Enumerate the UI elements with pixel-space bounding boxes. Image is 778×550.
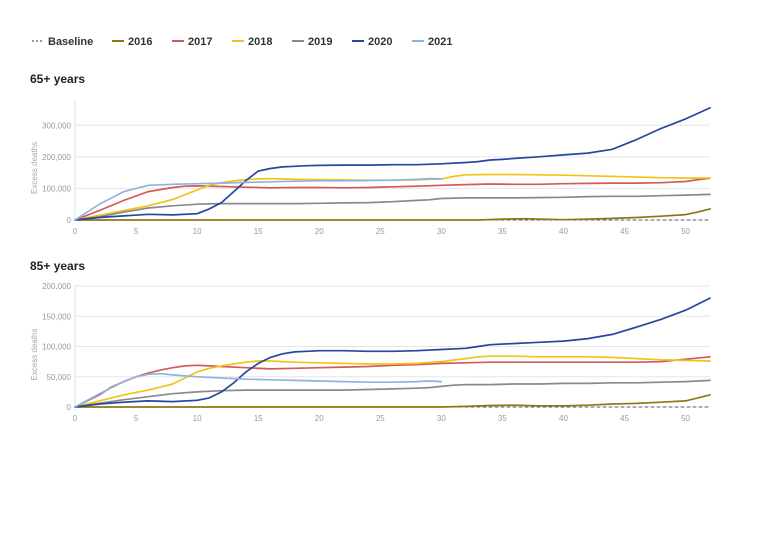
series-line-2020 bbox=[74, 107, 711, 221]
series-line-2020 bbox=[74, 297, 711, 408]
legend-item-2020: 2020 bbox=[352, 36, 392, 48]
series-lines bbox=[74, 107, 711, 221]
x-tick-label: 20 bbox=[315, 227, 324, 236]
y-tick-label: 50,000 bbox=[47, 373, 72, 382]
y-tick-label: 300,000 bbox=[42, 121, 71, 130]
x-tick-label: 40 bbox=[559, 414, 568, 423]
x-tick-label: 35 bbox=[498, 227, 507, 236]
y-tick-label: 200,000 bbox=[42, 153, 71, 162]
legend-item-2017: 2017 bbox=[172, 36, 212, 48]
series-line-2017 bbox=[74, 355, 711, 408]
legend-label: 2019 bbox=[308, 36, 332, 48]
legend-item-2016: 2016 bbox=[112, 36, 152, 48]
series-lines bbox=[74, 297, 711, 408]
x-tick-label: 25 bbox=[376, 227, 385, 236]
x-tick-label: 5 bbox=[134, 227, 139, 236]
legend-item-2019: 2019 bbox=[292, 36, 332, 48]
chart-panel-85: 0 50,000 100,000 150,000 200,000 0 5 10 15 20 25 30… bbox=[30, 282, 711, 423]
x-tick-label: 10 bbox=[193, 227, 202, 236]
legend-label: 2017 bbox=[188, 36, 212, 48]
x-tick-label: 50 bbox=[681, 227, 690, 236]
y-axis-title: Excess deaths bbox=[30, 142, 39, 194]
legend-label: 2021 bbox=[428, 36, 452, 48]
chart-legend: Baseline 2016 2017 2018 2019 2020 2021 bbox=[32, 36, 452, 48]
y-tick-label: 0 bbox=[67, 403, 72, 412]
panel-title-85: 85+ years bbox=[30, 259, 85, 273]
x-tick-label: 0 bbox=[73, 414, 78, 423]
x-tick-label: 15 bbox=[254, 227, 263, 236]
x-tick-label: 20 bbox=[315, 414, 324, 423]
series-line-2019 bbox=[74, 193, 711, 221]
gridlines bbox=[75, 285, 710, 378]
series-line-2021 bbox=[74, 177, 443, 221]
legend-item-baseline: Baseline bbox=[32, 36, 93, 48]
chart-panel-65: 0 100,000 200,000 300,000 0 5 10 15 20 25 30 35 40 45… bbox=[30, 100, 711, 236]
series-line-2016 bbox=[74, 208, 711, 221]
x-tick-label: 5 bbox=[134, 414, 139, 423]
y-tick-label: 100,000 bbox=[42, 184, 71, 193]
panel-title-65: 65+ years bbox=[30, 72, 85, 86]
legend-label: 2016 bbox=[128, 36, 152, 48]
x-tick-label: 25 bbox=[376, 414, 385, 423]
x-tick-label: 30 bbox=[437, 414, 446, 423]
series-line-2019 bbox=[74, 379, 711, 408]
x-tick-label: 15 bbox=[254, 414, 263, 423]
x-tick-label: 45 bbox=[620, 227, 629, 236]
legend-item-2018: 2018 bbox=[232, 36, 272, 48]
series-line-2017 bbox=[74, 177, 711, 221]
x-tick-label: 45 bbox=[620, 414, 629, 423]
y-tick-label: 200,000 bbox=[42, 282, 71, 291]
legend-label: 2018 bbox=[248, 36, 272, 48]
legend-item-2021: 2021 bbox=[412, 36, 452, 48]
y-axis-title: Excess deaths bbox=[30, 328, 39, 380]
x-tick-label: 0 bbox=[73, 227, 78, 236]
x-tick-label: 35 bbox=[498, 414, 507, 423]
series-line-2018 bbox=[74, 173, 711, 221]
legend-label: 2020 bbox=[368, 36, 392, 48]
series-line-2021 bbox=[74, 372, 443, 408]
legend-label: Baseline bbox=[48, 36, 93, 48]
series-line-2016 bbox=[74, 394, 711, 408]
gridlines bbox=[75, 124, 710, 189]
x-tick-label: 50 bbox=[681, 414, 690, 423]
x-tick-label: 10 bbox=[193, 414, 202, 423]
x-tick-label: 40 bbox=[559, 227, 568, 236]
y-tick-label: 150,000 bbox=[42, 312, 71, 321]
y-tick-label: 100,000 bbox=[42, 343, 71, 352]
y-tick-label: 0 bbox=[67, 216, 72, 225]
x-tick-label: 30 bbox=[437, 227, 446, 236]
